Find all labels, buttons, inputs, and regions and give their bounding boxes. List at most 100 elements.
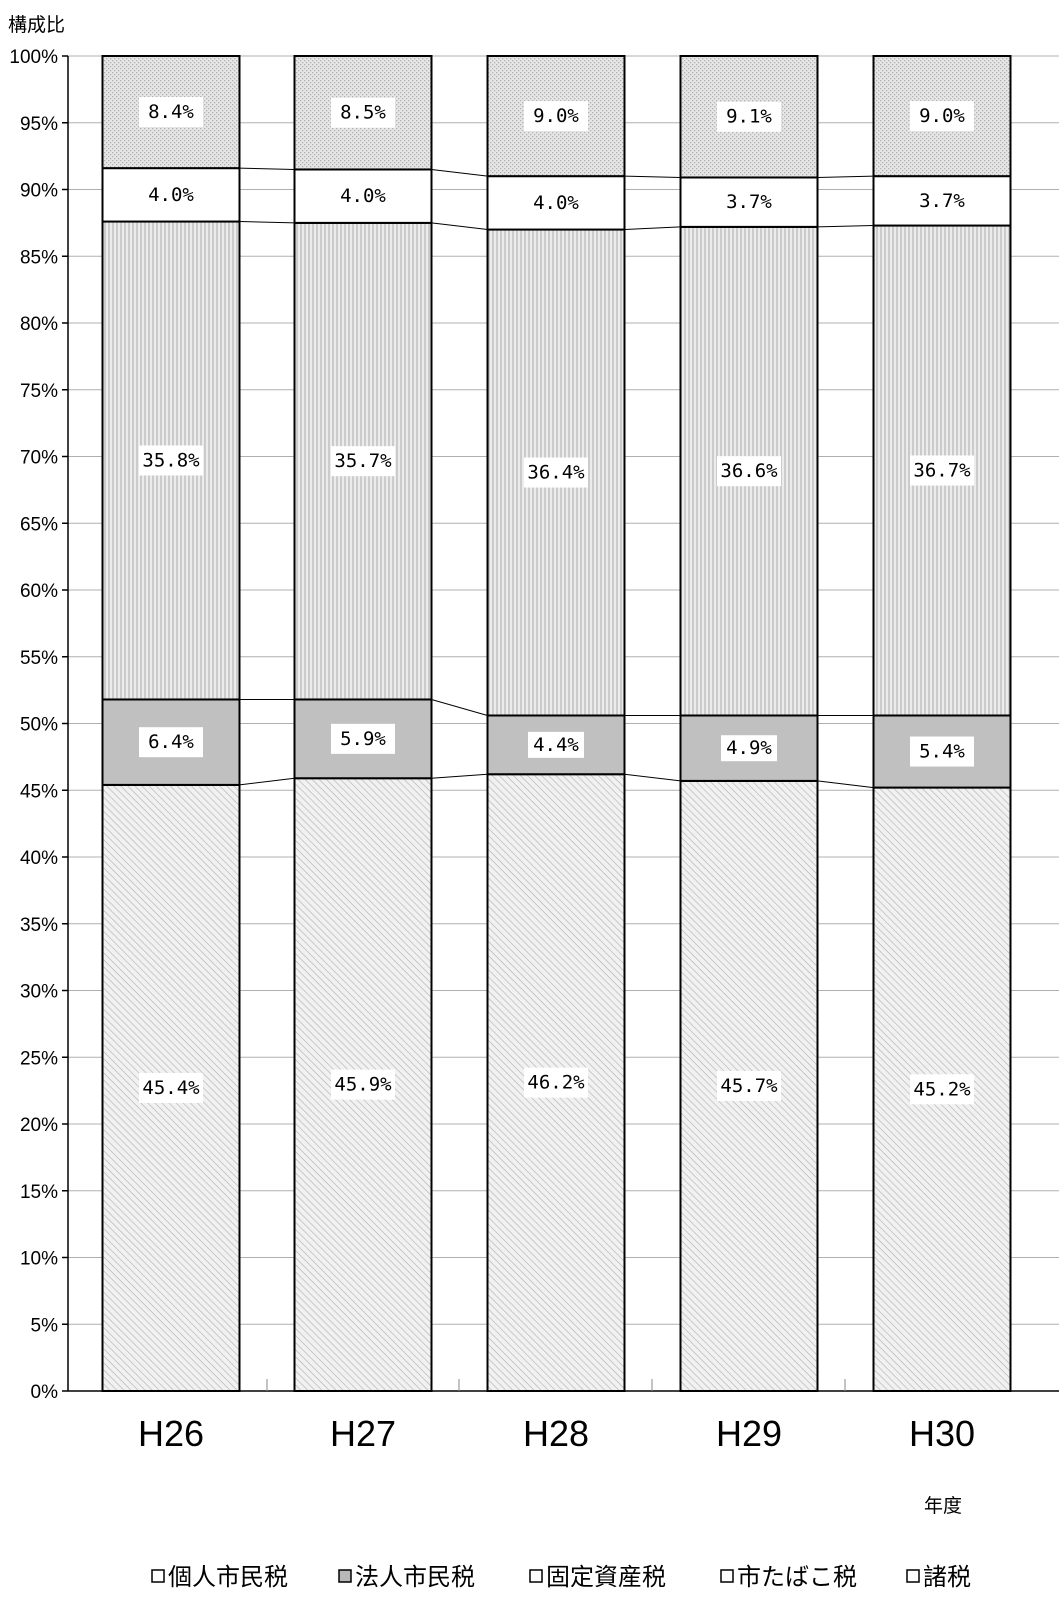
legend-swatch bbox=[151, 1569, 165, 1583]
legend-swatch bbox=[529, 1569, 543, 1583]
data-label-box bbox=[139, 97, 203, 128]
legend-label: 個人市民税 bbox=[168, 1563, 288, 1591]
data-label: 9.0% bbox=[919, 105, 965, 127]
data-label-box bbox=[717, 456, 781, 487]
y-tick-label: 100% bbox=[9, 47, 58, 68]
data-label: 46.2% bbox=[527, 1072, 585, 1094]
data-label: 35.8% bbox=[142, 450, 200, 472]
data-label-box bbox=[331, 1069, 395, 1100]
data-label: 5.4% bbox=[919, 741, 965, 763]
y-tick-label: 50% bbox=[20, 715, 58, 736]
data-label: 4.0% bbox=[533, 192, 579, 214]
data-label-box bbox=[717, 1070, 781, 1101]
x-category-label: H29 bbox=[716, 1413, 782, 1454]
series-connector bbox=[239, 221, 295, 224]
series-connector bbox=[624, 175, 681, 178]
data-label-box bbox=[528, 731, 584, 758]
legend-label: 法人市民税 bbox=[355, 1563, 475, 1591]
y-tick-label: 55% bbox=[20, 648, 58, 669]
x-axis-title: 年度 bbox=[924, 1495, 962, 1517]
data-label: 5.9% bbox=[340, 728, 386, 750]
y-tick-label: 5% bbox=[31, 1315, 59, 1336]
data-label-box bbox=[524, 101, 588, 132]
series-connector bbox=[624, 773, 681, 782]
y-tick-label: 0% bbox=[31, 1382, 59, 1403]
data-label-box bbox=[331, 97, 395, 128]
x-category-label: H26 bbox=[138, 1413, 204, 1454]
series-connector bbox=[431, 168, 488, 177]
legend-swatch bbox=[338, 1569, 352, 1583]
y-tick-label: 60% bbox=[20, 581, 58, 602]
data-label-box bbox=[331, 446, 395, 477]
y-tick-label: 30% bbox=[20, 982, 58, 1003]
data-label: 4.4% bbox=[533, 734, 579, 756]
y-tick-label: 25% bbox=[20, 1048, 58, 1069]
data-label-box bbox=[910, 1074, 974, 1105]
y-tick-label: 90% bbox=[20, 181, 58, 202]
data-label-box bbox=[717, 101, 781, 132]
data-label: 45.4% bbox=[142, 1077, 200, 1099]
y-tick-label: 10% bbox=[20, 1249, 58, 1270]
data-label: 36.6% bbox=[720, 460, 778, 482]
data-label-box bbox=[910, 101, 974, 132]
data-label-box bbox=[331, 723, 395, 754]
series-connector bbox=[431, 222, 488, 231]
data-label: 6.4% bbox=[148, 731, 194, 753]
y-tick-label: 20% bbox=[20, 1115, 58, 1136]
y-tick-label: 15% bbox=[20, 1182, 58, 1203]
data-label: 3.7% bbox=[726, 191, 772, 213]
legend-swatch bbox=[906, 1569, 920, 1583]
y-tick-label: 70% bbox=[20, 448, 58, 469]
data-label: 35.7% bbox=[334, 450, 392, 472]
y-tick-label: 45% bbox=[20, 781, 58, 802]
y-tick-label: 95% bbox=[20, 114, 58, 135]
data-label: 45.9% bbox=[334, 1074, 392, 1096]
data-label: 36.7% bbox=[913, 460, 971, 482]
series-connector bbox=[431, 773, 488, 779]
data-label: 36.4% bbox=[527, 462, 585, 484]
data-label-box bbox=[914, 187, 970, 214]
data-label-box bbox=[528, 189, 584, 216]
data-label-box bbox=[139, 727, 203, 758]
legend-label: 市たばこ税 bbox=[737, 1563, 857, 1591]
data-label: 9.1% bbox=[726, 106, 772, 128]
series-connector bbox=[817, 175, 874, 178]
data-label: 8.4% bbox=[148, 101, 194, 123]
series-connector bbox=[431, 698, 488, 716]
y-tick-label: 80% bbox=[20, 314, 58, 335]
data-label-box bbox=[721, 735, 777, 762]
y-axis-title: 構成比 bbox=[8, 14, 65, 36]
legend-label: 諸税 bbox=[923, 1563, 971, 1591]
data-label: 8.5% bbox=[340, 102, 386, 124]
y-tick-label: 35% bbox=[20, 915, 58, 936]
data-label-box bbox=[335, 183, 391, 210]
series-connector bbox=[239, 777, 295, 786]
legend: 個人市民税 法人市民税 固定資産税 市たばこ税 諸税 bbox=[151, 1563, 971, 1591]
data-label-box bbox=[721, 189, 777, 216]
y-tick-label: 75% bbox=[20, 381, 58, 402]
x-category-label: H30 bbox=[909, 1413, 975, 1454]
y-tick-label: 65% bbox=[20, 514, 58, 535]
data-label-box bbox=[143, 181, 199, 208]
legend-label: 固定資産税 bbox=[546, 1563, 666, 1591]
series-connector bbox=[624, 226, 681, 231]
data-label-box bbox=[139, 445, 203, 476]
data-label-box bbox=[139, 1072, 203, 1103]
data-label: 45.7% bbox=[720, 1075, 778, 1097]
y-tick-label: 40% bbox=[20, 848, 58, 869]
data-label-box bbox=[910, 455, 974, 486]
y-tick-label: 85% bbox=[20, 247, 58, 268]
data-label: 9.0% bbox=[533, 105, 579, 127]
data-label-box bbox=[524, 1067, 588, 1098]
data-label: 4.0% bbox=[148, 184, 194, 206]
series-connector bbox=[239, 167, 295, 170]
series-connector bbox=[817, 780, 874, 789]
data-label: 4.0% bbox=[340, 185, 386, 207]
x-category-label: H27 bbox=[330, 1413, 396, 1454]
x-category-label: H28 bbox=[523, 1413, 589, 1454]
data-label: 3.7% bbox=[919, 190, 965, 212]
legend-swatch bbox=[720, 1569, 734, 1583]
data-label-box bbox=[910, 736, 974, 767]
